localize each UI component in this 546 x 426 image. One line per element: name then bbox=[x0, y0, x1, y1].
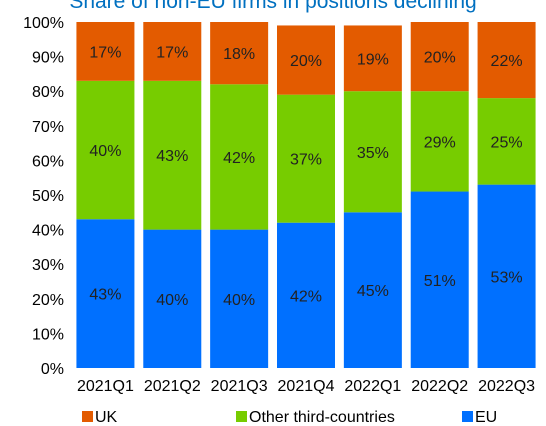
plot-area bbox=[76, 22, 536, 368]
data-labels: 43% 40% 17% 40% 43% 17% 40% 42% 18% 42% 37% 20% 45% 3… bbox=[89, 44, 522, 308]
bar-segment bbox=[343, 212, 402, 368]
data-label: 25% bbox=[491, 134, 523, 151]
bar-segment bbox=[477, 22, 536, 99]
x-tick-label: 2022Q1 bbox=[344, 378, 401, 395]
x-tick-label: 2021Q2 bbox=[144, 378, 201, 395]
bar-segment bbox=[477, 98, 536, 185]
bar-segment bbox=[210, 229, 269, 368]
legend-swatch bbox=[82, 411, 93, 422]
y-tick-label: 30% bbox=[32, 257, 64, 274]
data-label: 40% bbox=[156, 292, 188, 309]
data-label: 17% bbox=[156, 44, 188, 61]
legend-swatch bbox=[462, 411, 473, 422]
bar-segment bbox=[477, 184, 536, 368]
bar-segment bbox=[143, 22, 202, 81]
bar-segment bbox=[410, 191, 469, 368]
y-tick-label: 60% bbox=[32, 153, 64, 170]
data-label: 20% bbox=[424, 50, 456, 67]
bar-segment bbox=[210, 84, 269, 230]
data-label: 29% bbox=[424, 134, 456, 151]
x-tick-label: 2021Q3 bbox=[211, 378, 268, 395]
bar-segment bbox=[210, 22, 269, 85]
bar-segment bbox=[143, 229, 202, 368]
x-tick-label: 2021Q4 bbox=[278, 378, 335, 395]
data-label: 17% bbox=[89, 44, 121, 61]
bar-segment bbox=[76, 219, 135, 368]
data-label: 22% bbox=[491, 53, 523, 70]
chart-title: Share of non-EU firms in positions decli… bbox=[69, 0, 476, 13]
x-tick-label: 2022Q2 bbox=[411, 378, 468, 395]
data-label: 51% bbox=[424, 273, 456, 290]
data-label: 53% bbox=[491, 269, 523, 286]
bar-segment bbox=[277, 222, 335, 368]
bar-segment bbox=[410, 91, 469, 192]
legend-label: Other third-countries bbox=[249, 409, 395, 426]
legend-item: Other third-countries bbox=[236, 409, 395, 426]
y-tick-label: 20% bbox=[32, 292, 64, 309]
x-tick-label: 2022Q3 bbox=[478, 378, 535, 395]
data-label: 35% bbox=[357, 145, 389, 162]
legend-label: UK bbox=[95, 409, 118, 426]
data-label: 42% bbox=[223, 150, 255, 167]
data-label: 18% bbox=[223, 46, 255, 63]
bar-segment bbox=[76, 80, 135, 220]
bar-segment bbox=[143, 80, 202, 230]
bar-segment bbox=[277, 94, 335, 223]
legend-swatch bbox=[236, 411, 247, 422]
data-label: 40% bbox=[89, 143, 121, 160]
y-tick-label: 100% bbox=[23, 15, 64, 32]
x-tick-label: 2021Q1 bbox=[77, 378, 134, 395]
data-label: 43% bbox=[89, 287, 121, 304]
data-label: 42% bbox=[290, 288, 322, 305]
x-axis: 2021Q1 2021Q2 2021Q3 2021Q4 2022Q1 2022Q2 2022… bbox=[77, 378, 535, 395]
data-label: 45% bbox=[357, 283, 389, 300]
bar-segment bbox=[343, 91, 402, 213]
legend-item: UK bbox=[82, 409, 118, 426]
bar-segment bbox=[76, 22, 135, 81]
y-tick-label: 70% bbox=[32, 119, 64, 136]
data-label: 37% bbox=[290, 152, 322, 169]
legend: UK Other third-countries EU bbox=[82, 409, 497, 426]
bar-segment bbox=[343, 25, 402, 92]
y-tick-label: 10% bbox=[32, 326, 64, 343]
data-label: 20% bbox=[290, 53, 322, 70]
y-axis: 0% 10% 20% 30% 40% 50% 60% 70% 80% 90% 100% bbox=[23, 15, 64, 378]
y-tick-label: 90% bbox=[32, 50, 64, 67]
bar-segment bbox=[277, 25, 335, 95]
y-tick-label: 0% bbox=[41, 361, 64, 378]
data-label: 43% bbox=[156, 148, 188, 165]
y-tick-label: 80% bbox=[32, 84, 64, 101]
legend-label: EU bbox=[475, 409, 497, 426]
data-label: 40% bbox=[223, 292, 255, 309]
y-tick-label: 40% bbox=[32, 223, 64, 240]
data-label: 19% bbox=[357, 51, 389, 68]
y-tick-label: 50% bbox=[32, 188, 64, 205]
legend-item: EU bbox=[462, 409, 497, 426]
bar-segment bbox=[410, 22, 469, 92]
